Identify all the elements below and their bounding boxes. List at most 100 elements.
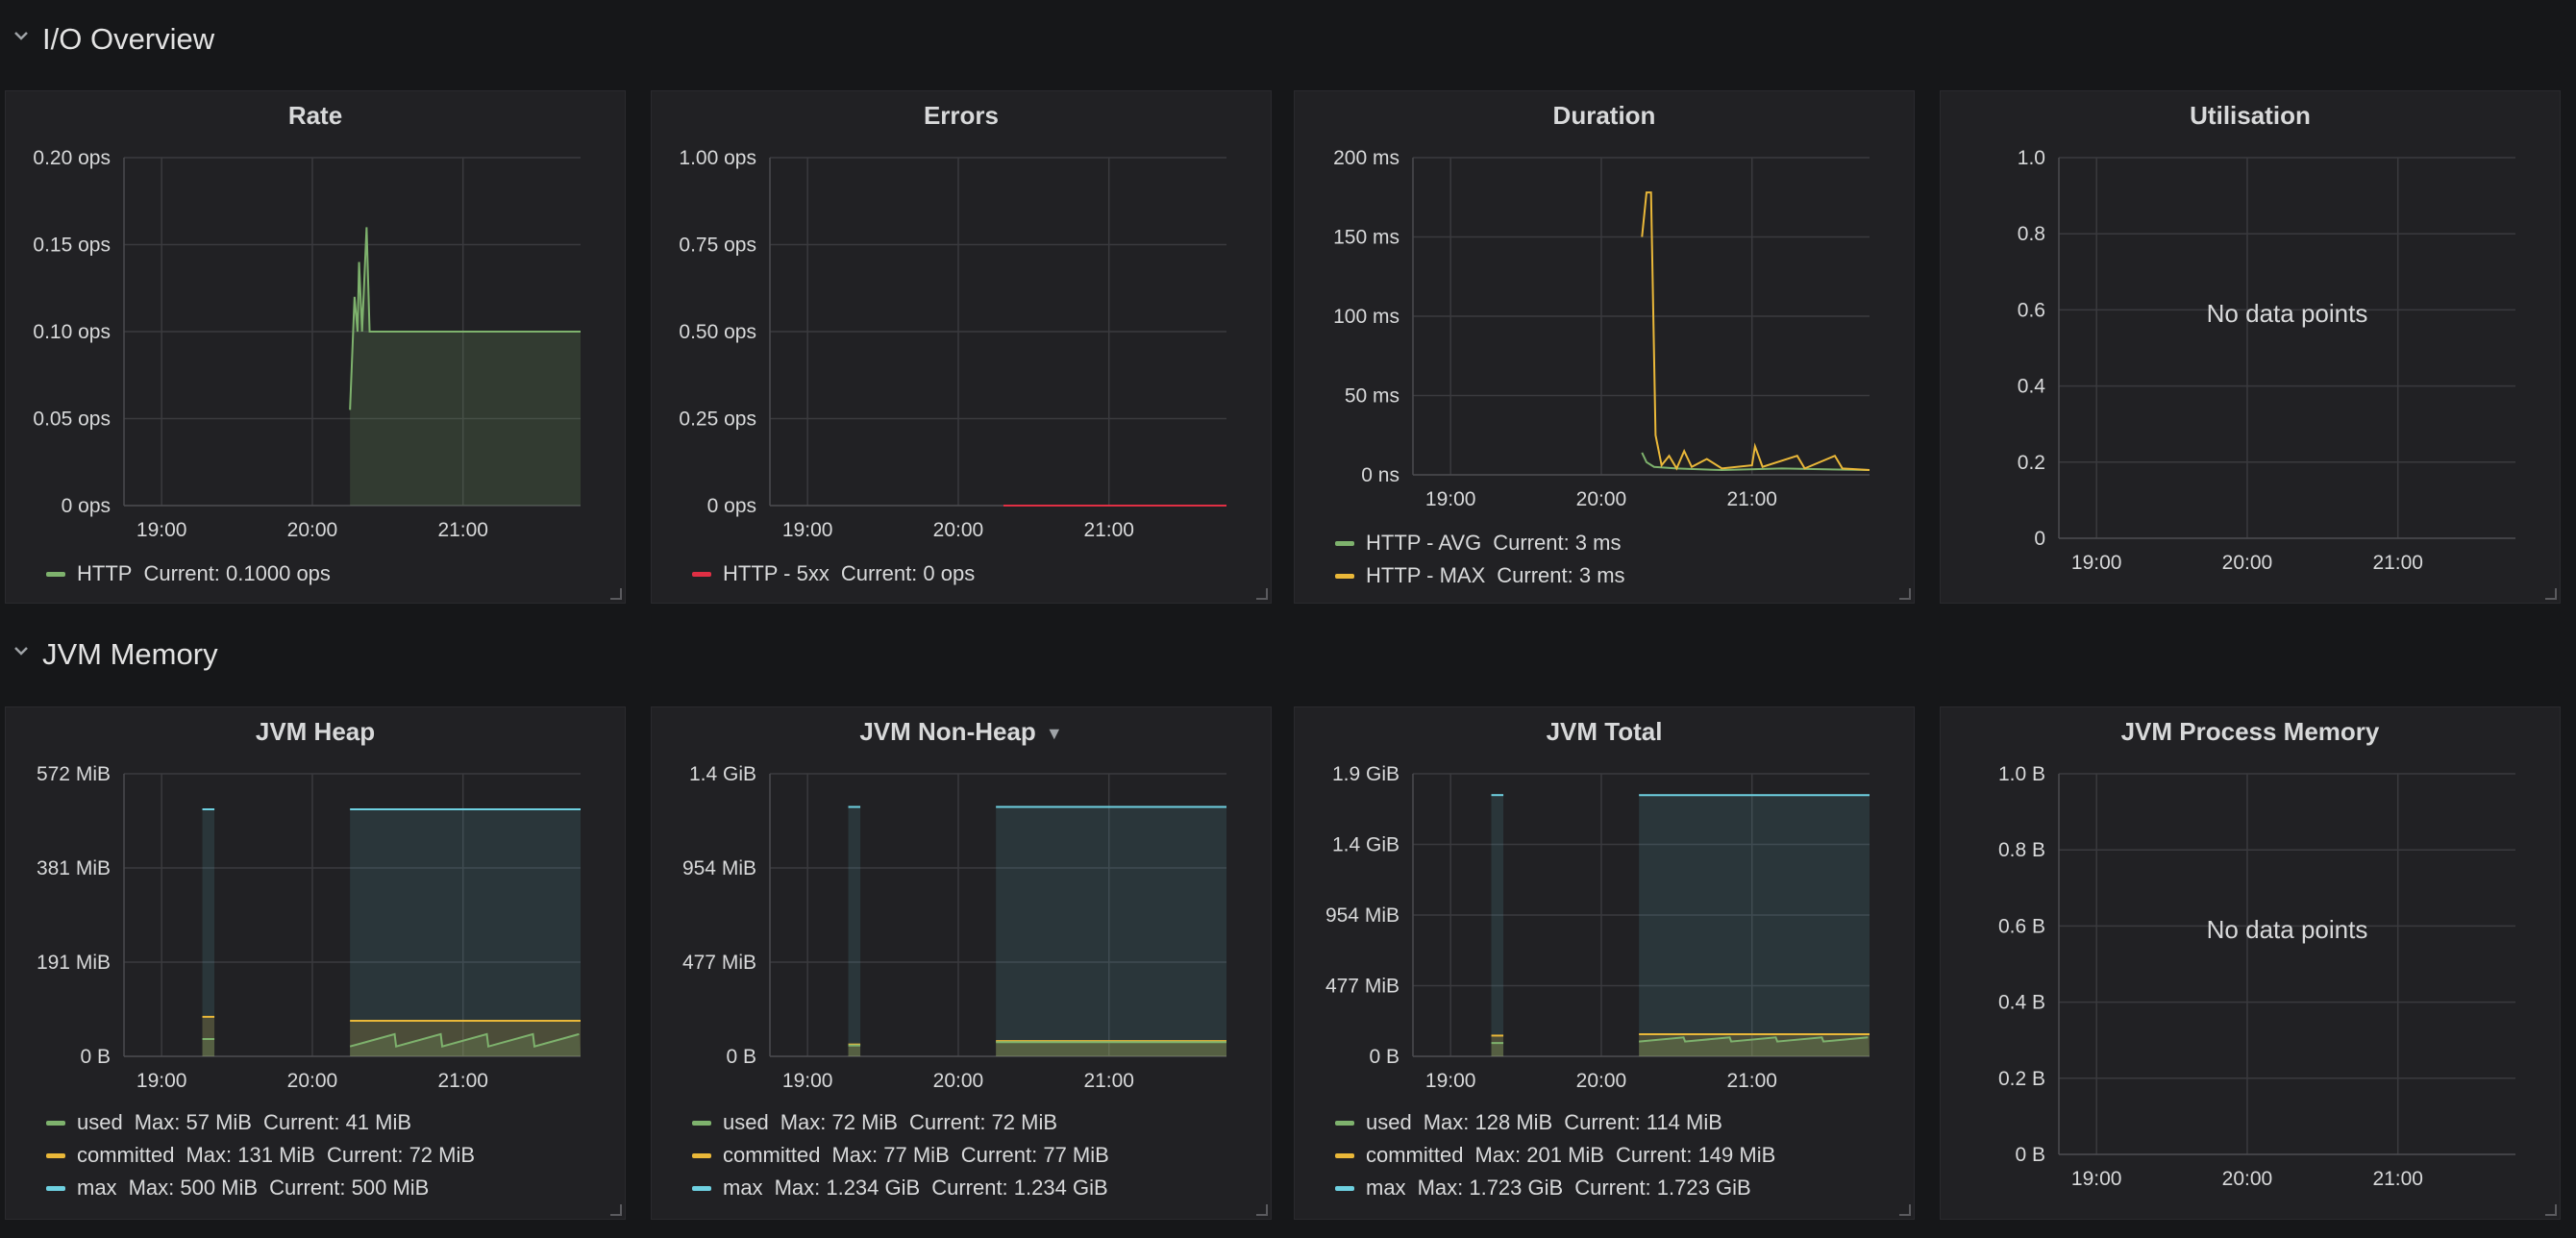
legend-series-name[interactable]: used	[723, 1110, 769, 1134]
row-header-jvm-memory[interactable]: JVM Memory	[13, 631, 218, 679]
resize-handle-icon[interactable]	[610, 588, 622, 600]
resize-handle-icon[interactable]	[2545, 1204, 2557, 1216]
y-tick-label: 381 MiB	[37, 857, 111, 879]
y-tick-label: 0.2 B	[1998, 1068, 2045, 1090]
row-title: JVM Memory	[42, 637, 218, 671]
y-tick-label: 477 MiB	[1325, 976, 1399, 998]
panel-title[interactable]: Rate	[6, 101, 625, 131]
panel-title[interactable]: JVM Heap	[6, 717, 625, 747]
legend-item[interactable]: used Max: 72 MiB Current: 72 MiB	[692, 1110, 1121, 1134]
legend-item[interactable]: max Max: 500 MiB Current: 500 MiB	[46, 1176, 486, 1200]
legend-item[interactable]: committed Max: 77 MiB Current: 77 MiB	[692, 1143, 1121, 1167]
legend-swatch[interactable]	[46, 1185, 65, 1191]
y-tick-label: 0.20 ops	[33, 147, 111, 169]
y-tick-label: 0 B	[1369, 1046, 1399, 1068]
panel-jvm-non-heap[interactable]: JVM Non-Heap ▼ 0 B 477 MiB 954 MiB 1.4 GiB 19:…	[651, 706, 1272, 1220]
resize-handle-icon[interactable]	[1256, 588, 1268, 600]
legend-swatch[interactable]	[1335, 573, 1354, 579]
legend-item[interactable]: HTTP Current: 0.1000 ops	[46, 561, 342, 585]
panel-title[interactable]: JVM Process Memory	[1941, 717, 2560, 747]
legend-swatch[interactable]	[1335, 1120, 1354, 1126]
panel-title[interactable]: JVM Total	[1295, 717, 1914, 747]
panel-duration[interactable]: Duration 0 ns 50 ms 100 ms 150 ms 200 ms 19:00…	[1294, 90, 1915, 604]
legend-swatch[interactable]	[1335, 540, 1354, 546]
legend: HTTP Current: 0.1000 ops	[46, 561, 342, 585]
chevron-down-icon[interactable]	[13, 643, 29, 658]
resize-handle-icon[interactable]	[2545, 588, 2557, 600]
legend-max-value: Max: 1.234 GiB	[774, 1176, 921, 1200]
legend-item[interactable]: HTTP - AVG Current: 3 ms	[1335, 531, 1637, 555]
panel-title[interactable]: JVM Non-Heap ▼	[652, 717, 1271, 747]
resize-handle-icon[interactable]	[1899, 1204, 1911, 1216]
legend-item[interactable]: HTTP - 5xx Current: 0 ops	[692, 561, 986, 585]
legend-swatch[interactable]	[692, 1185, 711, 1191]
y-tick-label: 1.9 GiB	[1332, 763, 1399, 785]
legend-series-name[interactable]: committed	[1366, 1143, 1464, 1167]
legend-series-name[interactable]: committed	[723, 1143, 821, 1167]
chart: 0 B 477 MiB 954 MiB 1.4 GiB 19:00 20:00 21:00	[682, 763, 1226, 1092]
legend-item[interactable]: committed Max: 201 MiB Current: 149 MiB	[1335, 1143, 1787, 1167]
x-tick-label: 19:00	[782, 1070, 833, 1092]
legend: HTTP - AVG Current: 3 ms HTTP - MAX Current…	[1335, 531, 1637, 587]
resize-handle-icon[interactable]	[1256, 1204, 1268, 1216]
legend-series-name[interactable]: max	[723, 1176, 763, 1200]
legend-item[interactable]: committed Max: 131 MiB Current: 72 MiB	[46, 1143, 486, 1167]
legend-series-name[interactable]: committed	[77, 1143, 175, 1167]
legend: used Max: 57 MiB Current: 41 MiB committed M…	[46, 1110, 486, 1200]
chart: 0 0.2 0.4 0.6 0.8 1.0 19:00 20:00 21:00	[2018, 147, 2515, 574]
legend-swatch[interactable]	[46, 571, 65, 577]
panel-rate[interactable]: Rate 0 ops 0.05 ops 0.10 ops 0.15 ops 0.20 op…	[5, 90, 626, 604]
y-tick-label: 0 B	[2015, 1144, 2045, 1166]
y-tick-label: 1.0	[2018, 147, 2045, 169]
panel-title[interactable]: Duration	[1295, 101, 1914, 131]
chevron-down-icon[interactable]	[13, 28, 29, 43]
legend-max-value: Max: 1.723 GiB	[1417, 1176, 1564, 1200]
y-tick-label: 954 MiB	[1325, 904, 1399, 927]
legend-series-name[interactable]: HTTP - 5xx	[723, 561, 830, 585]
series-area-used	[350, 1033, 581, 1056]
y-tick-label: 0.05 ops	[33, 409, 111, 431]
legend-swatch[interactable]	[692, 1152, 711, 1158]
legend-current-value: Current: 1.234 GiB	[931, 1176, 1108, 1200]
series-area-max	[1491, 795, 1504, 1056]
resize-handle-icon[interactable]	[610, 1204, 622, 1216]
legend-series-name[interactable]: used	[77, 1110, 123, 1134]
y-tick-label: 0.15 ops	[33, 235, 111, 257]
panel-jvm-heap[interactable]: JVM Heap 0 B 191 MiB 381 MiB 572 MiB 19:00 20:…	[5, 706, 626, 1220]
legend-current-value: Current: 72 MiB	[908, 1110, 1058, 1134]
legend-series-name[interactable]: max	[1366, 1176, 1406, 1200]
panel-title[interactable]: Utilisation	[1941, 101, 2560, 131]
legend-swatch[interactable]	[692, 571, 711, 577]
panel-errors[interactable]: Errors 0 ops 0.25 ops 0.50 ops 0.75 ops 1.00 …	[651, 90, 1272, 604]
legend-swatch[interactable]	[1335, 1185, 1354, 1191]
series-line	[349, 227, 581, 410]
caret-down-icon[interactable]: ▼	[1045, 723, 1063, 743]
panel-jvm-process-memory[interactable]: JVM Process Memory 0 B 0.2 B 0.4 B 0.6 B 0.8 …	[1940, 706, 2561, 1220]
legend-swatch[interactable]	[1335, 1152, 1354, 1158]
legend-series-name[interactable]: HTTP	[77, 561, 133, 585]
legend-swatch[interactable]	[46, 1120, 65, 1126]
legend-item[interactable]: used Max: 57 MiB Current: 41 MiB	[46, 1110, 486, 1134]
legend-series-name[interactable]: HTTP - AVG	[1366, 531, 1482, 555]
legend-current-value: Current: 0.1000 ops	[143, 561, 331, 585]
legend-item[interactable]: HTTP - MAX Current: 3 ms	[1335, 563, 1637, 587]
x-tick-label: 20:00	[2222, 1168, 2273, 1190]
legend-swatch[interactable]	[692, 1120, 711, 1126]
legend-series-name[interactable]: used	[1366, 1110, 1412, 1134]
legend-item[interactable]: max Max: 1.723 GiB Current: 1.723 GiB	[1335, 1176, 1787, 1200]
panel-utilisation[interactable]: Utilisation 0 0.2 0.4 0.6 0.8 1.0 19:00 20:00 21:…	[1940, 90, 2561, 604]
row-header-io-overview[interactable]: I/O Overview	[13, 15, 214, 63]
x-tick-label: 19:00	[1425, 488, 1476, 510]
legend-item[interactable]: max Max: 1.234 GiB Current: 1.234 GiB	[692, 1176, 1121, 1200]
y-tick-label: 0.50 ops	[679, 321, 756, 343]
panel-jvm-total[interactable]: JVM Total 0 B 477 MiB 954 MiB 1.4 GiB 1.9 GiB…	[1294, 706, 1915, 1220]
resize-handle-icon[interactable]	[1899, 588, 1911, 600]
legend-current-value: Current: 3 ms	[1493, 531, 1622, 555]
legend-series-name[interactable]: HTTP - MAX	[1366, 563, 1486, 587]
legend-item[interactable]: used Max: 128 MiB Current: 114 MiB	[1335, 1110, 1787, 1134]
series-area-used	[996, 1042, 1226, 1056]
panel-title[interactable]: Errors	[652, 101, 1271, 131]
legend-series-name[interactable]: max	[77, 1176, 117, 1200]
y-tick-label: 1.4 GiB	[1332, 834, 1399, 856]
legend-swatch[interactable]	[46, 1152, 65, 1158]
